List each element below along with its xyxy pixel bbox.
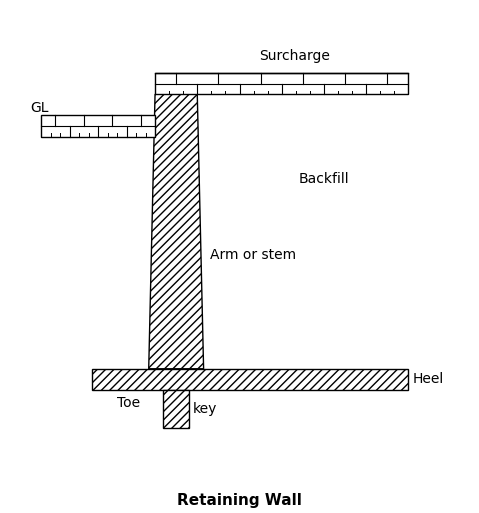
Text: Backfill: Backfill [298, 172, 349, 186]
Text: Retaining Wall: Retaining Wall [177, 494, 302, 508]
Text: GL: GL [31, 102, 49, 115]
Polygon shape [148, 94, 204, 369]
Text: Heel: Heel [412, 372, 444, 386]
Text: Arm or stem: Arm or stem [210, 248, 296, 262]
Bar [155, 73, 409, 94]
Bar [91, 369, 409, 390]
Text: Toe: Toe [117, 396, 140, 410]
Bar [41, 115, 155, 136]
Text: key: key [193, 402, 217, 416]
Text: Surcharge: Surcharge [259, 49, 330, 63]
Bar [163, 390, 189, 428]
